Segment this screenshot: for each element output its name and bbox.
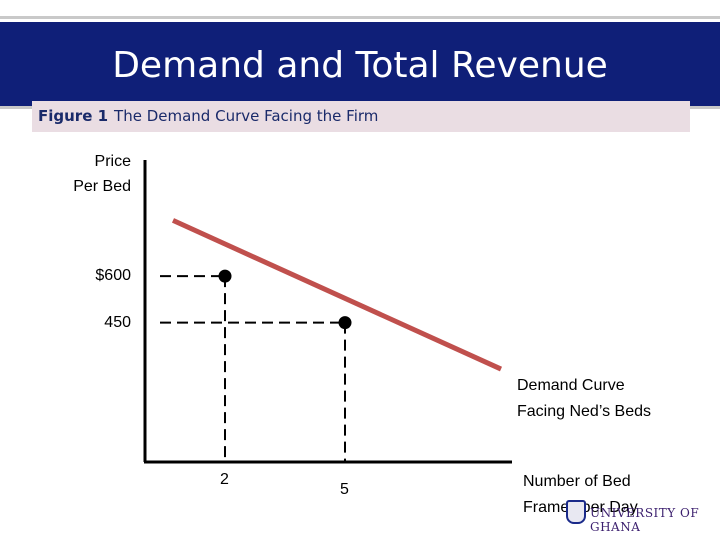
figure-caption-text: The Demand Curve Facing the Firm — [114, 107, 379, 125]
university-crest-icon — [566, 500, 586, 524]
university-logo-text: UNIVERSITY OF GHANA — [590, 506, 700, 534]
figure-label: Figure 1 — [38, 107, 109, 125]
x-tick-label: 2 — [220, 471, 229, 488]
figure-caption: Figure 1 The Demand Curve Facing the Firm — [38, 107, 378, 125]
y-tick-label: $600 — [95, 267, 131, 285]
curve-label-line2: Facing Ned’s Beds — [517, 403, 651, 420]
figure-caption-band: Figure 1 The Demand Curve Facing the Firm — [32, 101, 690, 132]
y-axis-label-line2: Per Bed — [73, 178, 131, 195]
title-band — [0, 22, 720, 109]
demand-point — [218, 269, 232, 283]
top-rule — [0, 16, 720, 19]
y-tick-label: 450 — [104, 313, 131, 331]
demand-curve-line — [171, 218, 503, 372]
x-axis-label-line1: Number of Bed — [523, 473, 631, 490]
curve-label-line1: Demand Curve — [517, 377, 625, 394]
x-tick-label: 5 — [340, 481, 349, 498]
demand-point — [338, 316, 352, 330]
slide-title: Demand and Total Revenue — [112, 45, 608, 86]
y-axis-label-line1: Price — [94, 153, 131, 170]
